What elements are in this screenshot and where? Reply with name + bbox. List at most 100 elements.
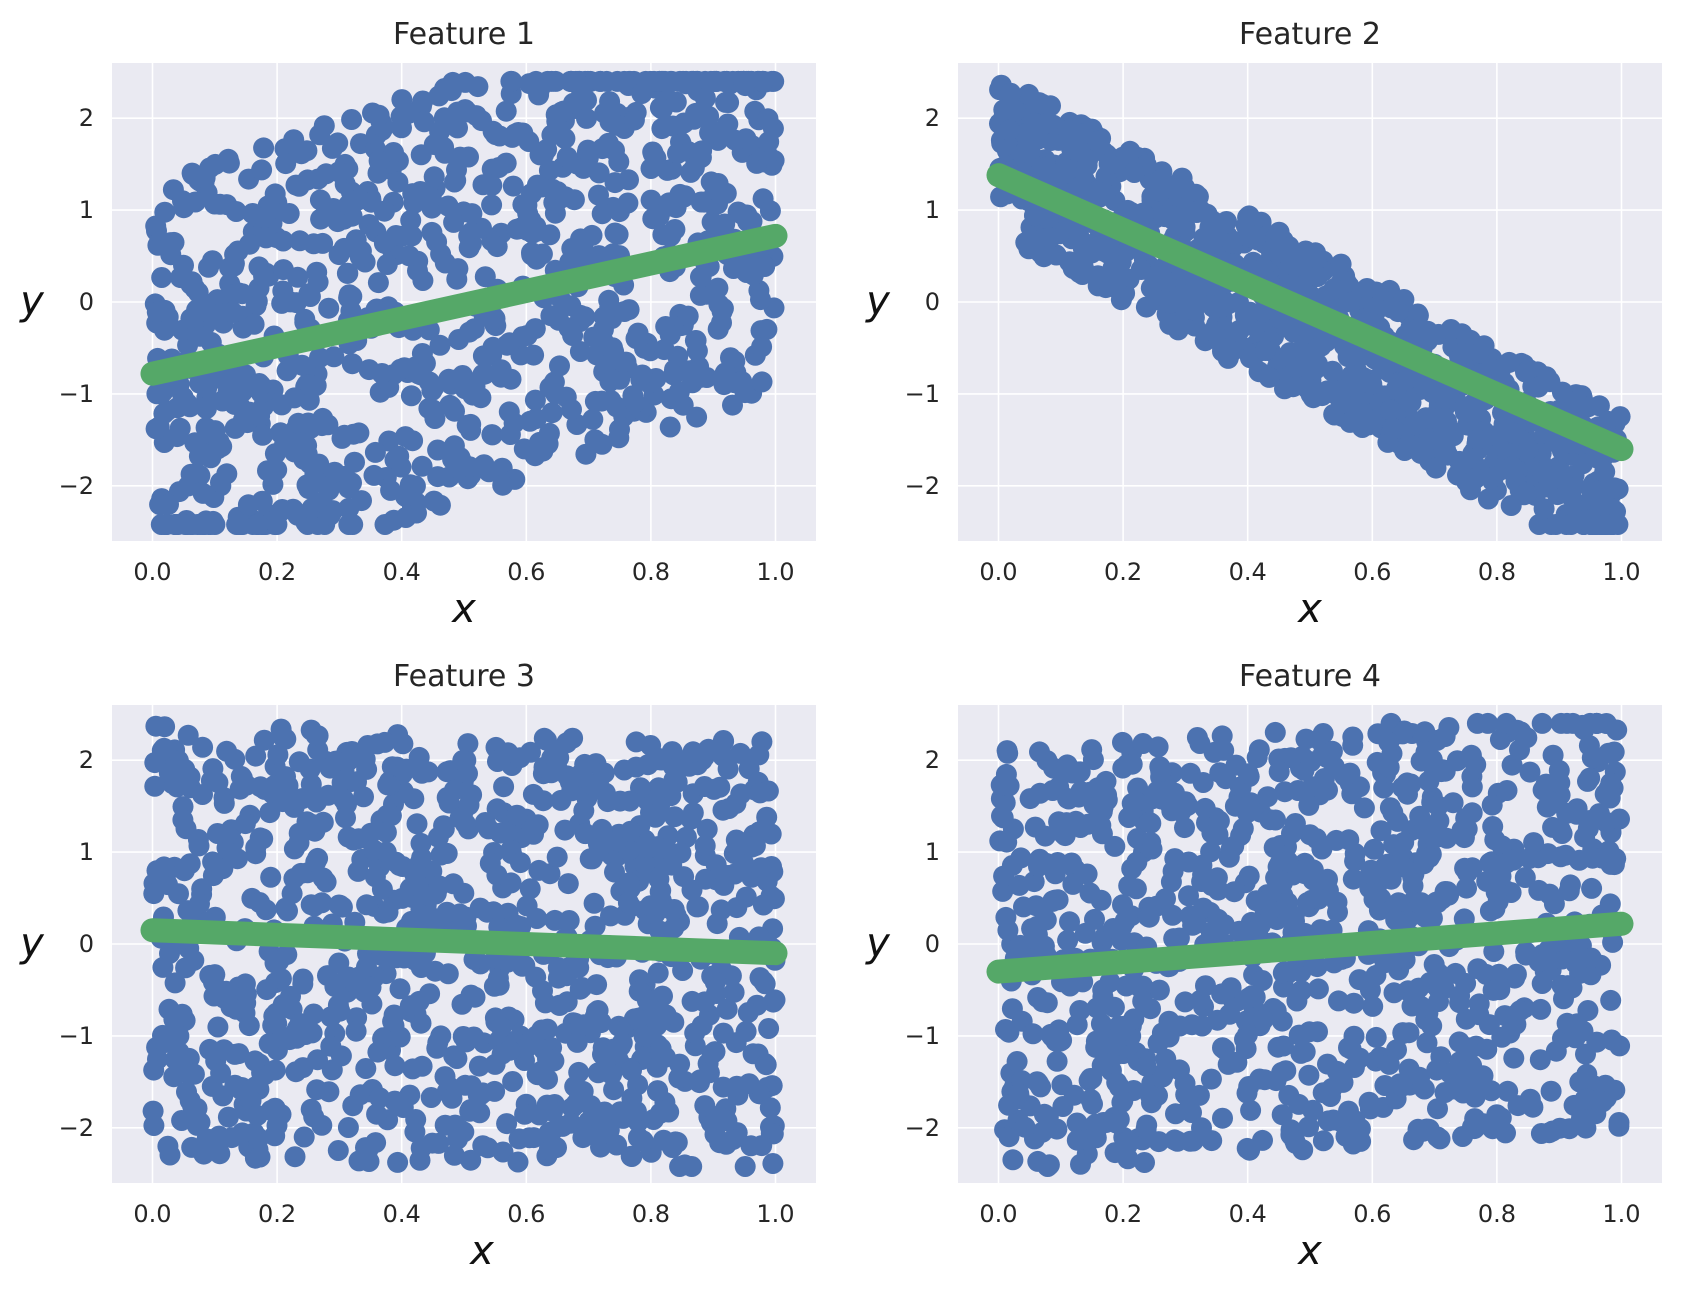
scatter-point [250,374,272,396]
fit-line [986,911,1634,984]
scatter-point [606,114,628,136]
scatter-point [253,137,275,159]
scatter-point [179,396,201,418]
scatter-point [621,1146,643,1167]
scatter-point [1514,867,1536,888]
scatter-point [451,993,473,1015]
scatter-point [1182,914,1204,936]
scatter-point [643,1109,665,1130]
scatter-point [179,853,201,875]
y-tick-label: −1 [905,1022,940,1050]
scatter-point [394,426,416,448]
scatter-point [252,424,274,446]
scatter-point [192,784,213,805]
scatter-point [671,750,693,772]
scatter-point [725,1032,747,1054]
scatter-point [296,374,318,396]
scatter-point [341,109,363,130]
scatter-point [500,70,522,92]
scatter-point [1051,1074,1073,1096]
scatter-series [144,70,785,535]
scatter-point [514,1103,536,1125]
scatter-point [418,398,440,419]
scatter-point [427,466,449,488]
scatter-point [1162,904,1183,926]
scatter-point [1449,450,1470,472]
scatter-point [224,1043,246,1065]
scatter-point [507,1151,529,1173]
scatter-point [1576,1088,1598,1110]
scatter-point [356,894,378,916]
scatter-point [243,313,265,335]
scatter-point [757,108,779,130]
scatter-point [454,1074,476,1096]
scatter-point [561,399,582,420]
scatter-point [1421,749,1443,771]
scatter-point [288,822,310,844]
scatter-point [1152,1066,1173,1088]
scatter-point [573,1014,595,1036]
scatter-point [266,514,288,535]
y-tick-label: −2 [59,1114,94,1142]
scatter-point [1518,359,1540,381]
scatter-point [1022,1023,1044,1045]
scatter-point [1477,488,1499,510]
scatter-point [387,171,409,193]
scatter-point [1343,1057,1365,1078]
scatter-point [1117,1148,1139,1170]
scatter-point [399,995,421,1017]
scatter-point [576,107,597,129]
scatter-point [209,1143,231,1165]
scatter-point [1456,877,1477,899]
scatter-point [541,402,563,424]
scatter-point [232,409,254,431]
scatter-point [1322,1109,1344,1131]
scatter-point [997,742,1019,764]
scatter-point [1592,1091,1614,1113]
x-tick-label: 0.6 [507,1200,545,1228]
scatter-point [1359,979,1381,1001]
scatter-point [277,900,298,922]
scatter-point [1400,773,1422,795]
scatter-point [493,776,515,798]
scatter-point [160,232,182,254]
scatter-point [1054,158,1076,180]
scatter-point [690,266,712,288]
scatter-point [708,293,730,315]
scatter-point [144,775,166,797]
scatter-point [447,101,468,123]
scatter-point [705,983,727,1004]
scatter-point [713,374,735,396]
scatter-point [1123,162,1145,183]
scatter-point [1055,758,1076,780]
scatter-point [1330,253,1352,275]
scatter-point [1490,358,1512,380]
scatter-point [263,775,285,797]
scatter-point [646,749,668,771]
scatter-point [1480,1080,1502,1102]
scatter-point [1481,794,1503,816]
scatter-point [520,741,541,763]
scatter-point [609,1101,631,1123]
scatter-point [1386,1039,1407,1061]
scatter-point [462,384,484,406]
scatter-point [608,427,630,449]
scatter-point [1298,1064,1320,1086]
scatter-point [723,258,744,279]
scatter-point [710,899,732,921]
scatter-point [1356,278,1378,299]
scatter-point [389,1026,411,1048]
scatter-point [1456,862,1478,883]
scatter-point [748,744,770,766]
scatter-point [1382,417,1404,439]
scatter-point [1308,888,1330,910]
scatter-point [146,860,168,882]
scatter-point [1013,896,1034,918]
scatter-point [420,187,442,209]
scatter-point [1135,1055,1157,1077]
x-tick-label: 0.4 [383,1200,421,1228]
fit-line [986,163,1634,462]
scatter-point [643,1000,665,1022]
scatter-point [752,894,774,916]
scatter-point [1559,874,1581,896]
